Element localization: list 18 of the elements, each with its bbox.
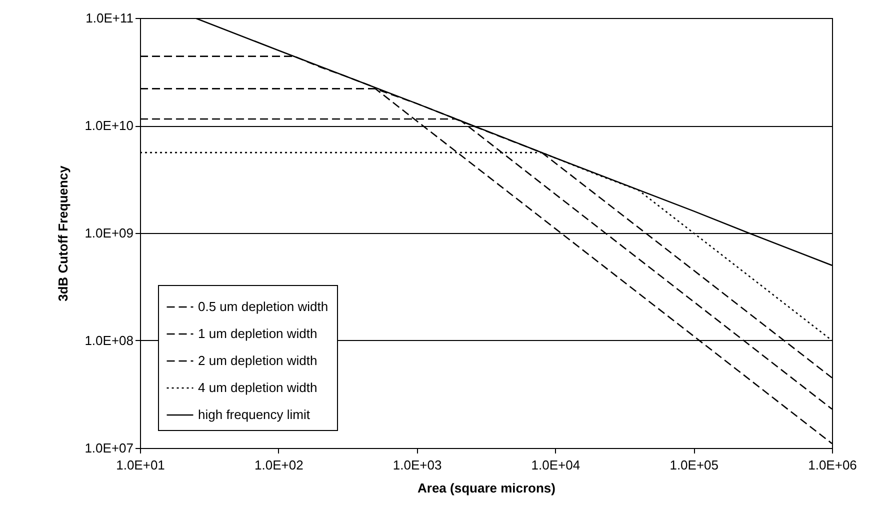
x-tick-label: 1.0E+06 <box>808 458 857 472</box>
legend-label: 1 um depletion width <box>198 326 318 341</box>
x-tick-label: 1.0E+01 <box>116 458 165 472</box>
legend-label: 0.5 um depletion width <box>198 299 328 314</box>
y-tick-label: 1.0E+11 <box>86 10 134 26</box>
legend-label: 4 um depletion width <box>198 380 318 395</box>
x-tick-label: 1.0E+03 <box>392 458 442 472</box>
y-tick-label: 1.0E+08 <box>84 333 134 348</box>
x-tick-label: 1.0E+05 <box>670 458 718 472</box>
x-axis-title: Area (square microns) <box>418 480 556 496</box>
y-tick-label: 1.0E+07 <box>84 440 134 456</box>
y-tick-label: 1.0E+10 <box>84 118 134 133</box>
x-tick-label: 1.0E+02 <box>254 458 304 472</box>
y-axis-title: 3dB Cutoff Frequency <box>56 164 71 302</box>
x-tick-label: 1.0E+04 <box>531 458 580 472</box>
legend-label: high frequency limit <box>198 407 310 422</box>
legend-label: 2 um depletion width <box>198 353 318 368</box>
y-tick-label: 1.0E+09 <box>84 226 134 240</box>
